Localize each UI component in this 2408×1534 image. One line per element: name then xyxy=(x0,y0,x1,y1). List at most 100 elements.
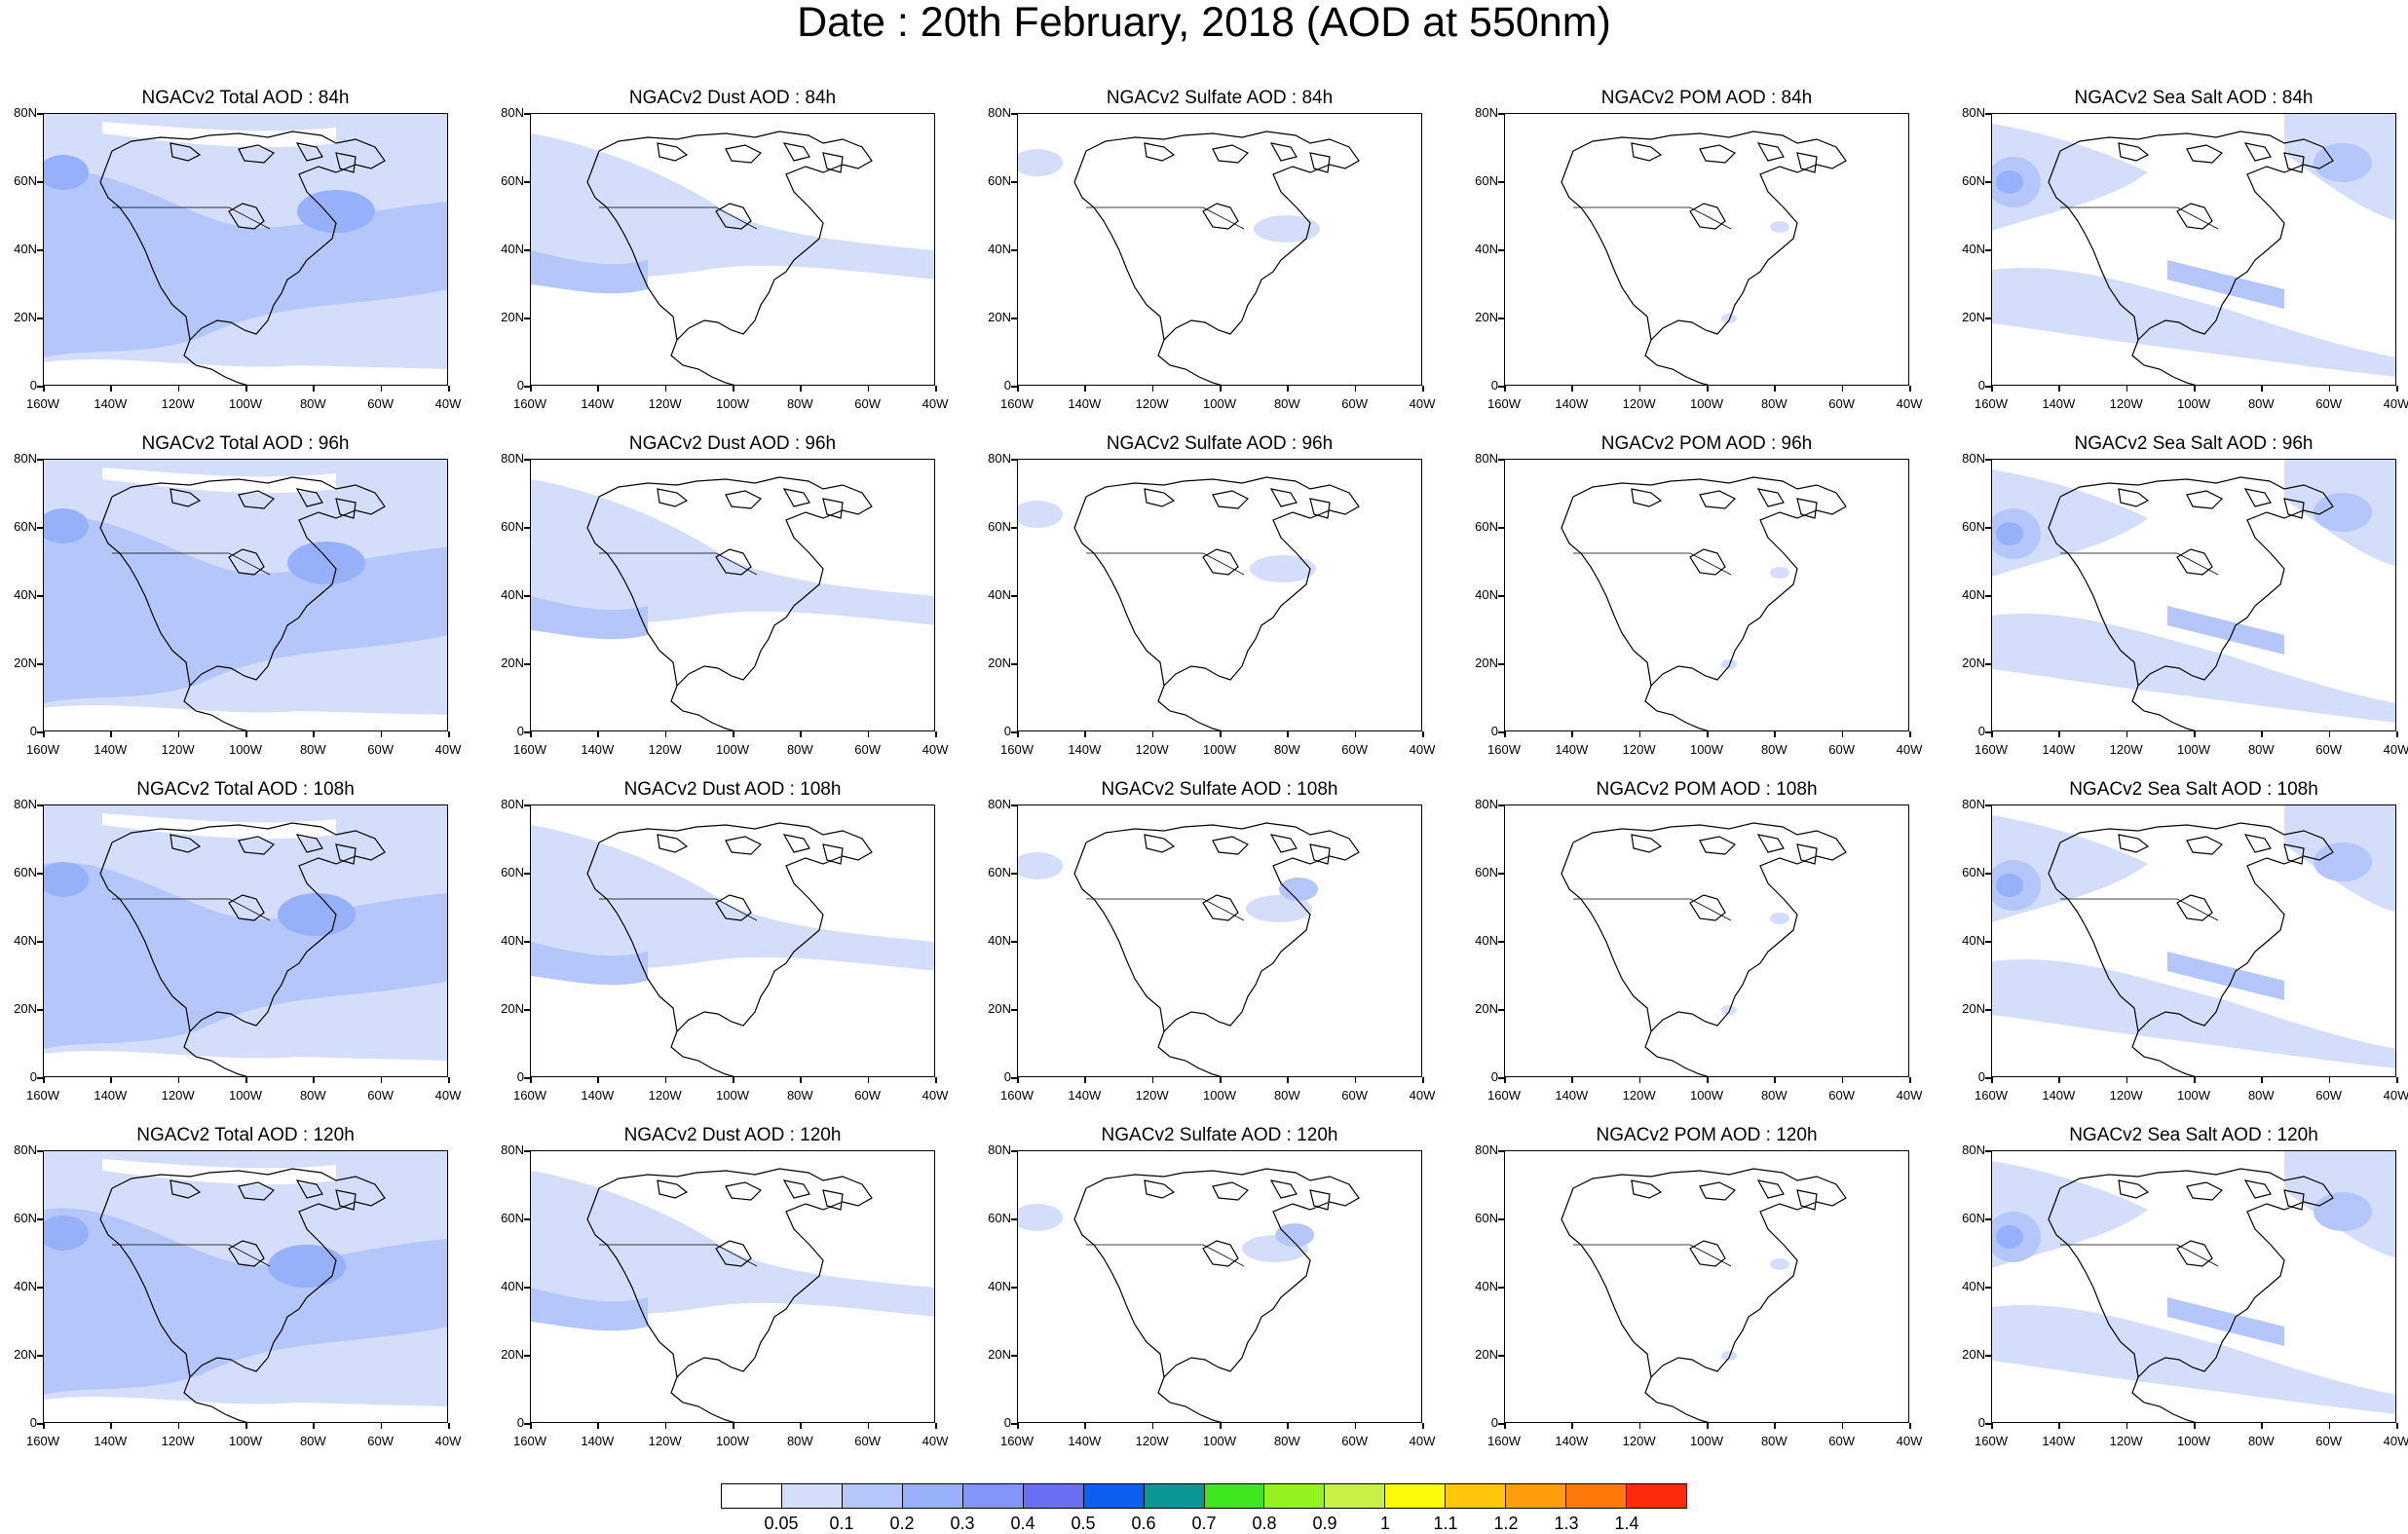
lat-tick-label: 60N xyxy=(1962,519,1985,534)
lon-tick-label: 60W xyxy=(367,1088,395,1103)
lon-tick-label: 140W xyxy=(2042,1434,2076,1448)
lat-tick xyxy=(1498,1150,1504,1152)
lat-tick xyxy=(1498,941,1504,943)
lat-tick-label: 0 xyxy=(1003,1069,1011,1084)
lat-tick-label: 20N xyxy=(1962,310,1985,324)
lat-tick-label: 60N xyxy=(14,173,37,188)
lon-tick-label: 60W xyxy=(1341,396,1369,411)
map-frame xyxy=(43,804,448,1077)
border-line xyxy=(2060,206,2219,230)
lat-tick xyxy=(1011,663,1017,665)
lon-tick-label: 120W xyxy=(161,1434,195,1448)
lon-tick xyxy=(313,1077,315,1083)
lon-tick-label: 60W xyxy=(854,396,882,411)
lon-tick xyxy=(1841,386,1844,392)
border-line xyxy=(599,1244,758,1267)
lat-tick-label: 0 xyxy=(1003,378,1011,393)
lon-tick xyxy=(800,1077,802,1083)
lat-tick xyxy=(37,318,43,319)
lon-tick-label: 60W xyxy=(1341,742,1369,757)
lon-tick xyxy=(1774,1423,1776,1429)
border-line xyxy=(599,206,758,230)
lon-tick xyxy=(1707,1423,1709,1429)
lat-tick-label: 20N xyxy=(14,310,37,324)
lon-tick xyxy=(1774,386,1776,392)
lon-tick xyxy=(177,731,180,737)
lat-tick xyxy=(1498,1218,1504,1220)
lon-tick xyxy=(1841,731,1844,737)
lon-tick-label: 120W xyxy=(2109,1434,2143,1448)
lat-tick xyxy=(1011,249,1017,251)
map-panel-pom-2: NGACv2 POM AOD : 108h 80N 60N 40N 20N 0 160W 1… xyxy=(1475,779,1922,1110)
lat-tick-label: 60N xyxy=(14,519,37,534)
lon-tick xyxy=(1991,1077,1993,1083)
lon-tick xyxy=(380,1423,383,1429)
colorbar-swatch xyxy=(1446,1484,1507,1508)
lon-tick xyxy=(245,731,247,737)
lon-tick-label: 160W xyxy=(1975,1088,2008,1103)
lat-tick xyxy=(524,386,530,388)
lat-tick-label: 60N xyxy=(1475,1211,1498,1225)
lat-tick xyxy=(1498,113,1504,115)
lat-tick-label: 80N xyxy=(1475,1142,1498,1157)
lat-tick-label: 40N xyxy=(14,1279,37,1293)
lat-tick xyxy=(1011,1423,1017,1425)
lon-tick xyxy=(1638,386,1641,392)
lon-tick-label: 80W xyxy=(1273,396,1300,411)
lon-tick-label: 160W xyxy=(1975,396,2008,411)
lon-tick-label: 160W xyxy=(1487,1088,1521,1103)
lat-tick xyxy=(524,663,530,665)
lon-tick-label: 160W xyxy=(1487,1434,1521,1448)
lon-tick xyxy=(110,1423,112,1429)
colorbar-label: 0.4 xyxy=(1010,1514,1035,1533)
lon-tick xyxy=(448,1077,450,1083)
coastline xyxy=(2048,822,2334,1076)
lon-tick xyxy=(2396,386,2398,392)
lat-tick-label: 40N xyxy=(1475,587,1498,602)
lat-tick-label: 40N xyxy=(1475,933,1498,948)
border-line xyxy=(1086,1244,1245,1267)
lon-tick xyxy=(1084,1077,1086,1083)
lat-tick-label: 20N xyxy=(501,1347,524,1362)
lat-tick xyxy=(37,595,43,597)
colorbar-label: 1.4 xyxy=(1614,1514,1639,1533)
lat-tick xyxy=(1985,113,1991,115)
lon-tick-label: 120W xyxy=(2109,1088,2143,1103)
lon-tick-label: 120W xyxy=(2109,396,2143,411)
border-line xyxy=(2060,552,2219,576)
lon-tick-label: 40W xyxy=(2383,742,2408,757)
map-plot xyxy=(531,476,934,730)
map-plot xyxy=(1018,131,1360,385)
lat-tick xyxy=(1985,804,1991,806)
lat-tick-label: 0 xyxy=(516,378,524,393)
lat-tick xyxy=(1498,386,1504,388)
map-plot xyxy=(44,460,447,730)
colorbar-swatch xyxy=(1325,1484,1386,1508)
map-panel-dust-2: NGACv2 Dust AOD : 108h 80N 60N 40N 20N 0 160W… xyxy=(501,779,948,1110)
lat-tick xyxy=(1498,595,1504,597)
lon-tick-label: 120W xyxy=(161,1088,195,1103)
lat-tick xyxy=(1498,1355,1504,1357)
lat-tick-label: 40N xyxy=(1962,587,1985,602)
lon-tick xyxy=(1151,1077,1154,1083)
lon-tick xyxy=(664,1077,667,1083)
map-panel-pom-3: NGACv2 POM AOD : 120h 80N 60N 40N 20N 0 160W 1… xyxy=(1475,1125,1922,1456)
lon-tick xyxy=(1841,1423,1844,1429)
border-line xyxy=(599,552,758,576)
lon-tick xyxy=(245,386,247,392)
lat-tick xyxy=(1011,1077,1017,1079)
lat-tick xyxy=(37,941,43,943)
coastline xyxy=(99,476,386,730)
lon-tick-label: 140W xyxy=(2042,1088,2076,1103)
lon-tick-label: 40W xyxy=(922,396,949,411)
lat-tick-label: 0 xyxy=(1490,1069,1498,1084)
lon-tick xyxy=(177,386,180,392)
lat-tick-label: 80N xyxy=(14,797,37,811)
lon-tick xyxy=(2126,1423,2128,1429)
panel-title: NGACv2 POM AOD : 108h xyxy=(1596,779,1818,800)
lon-tick xyxy=(43,386,45,392)
lat-tick-label: 80N xyxy=(501,105,524,120)
map-panel-sea-salt-0: NGACv2 Sea Salt AOD : 84h 80N 60N 40N 20N 0 1… xyxy=(1962,88,2408,419)
map-frame xyxy=(530,1150,935,1423)
lat-tick xyxy=(524,1009,530,1011)
